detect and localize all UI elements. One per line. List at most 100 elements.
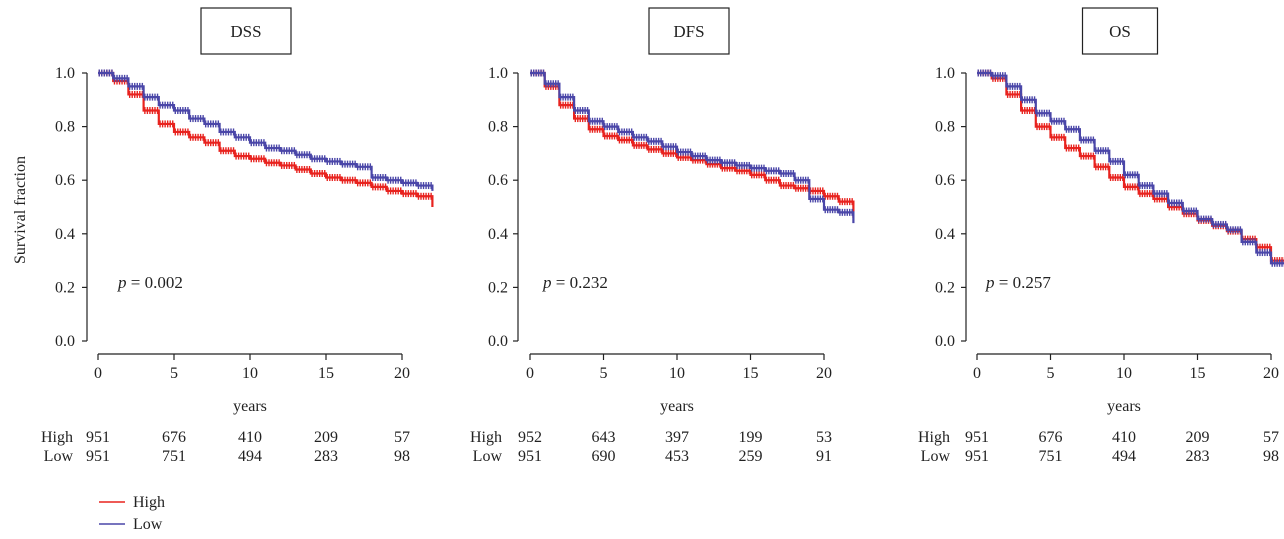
x-tick-label: 20 — [816, 365, 832, 382]
risk-row-label-low: Low — [44, 448, 74, 465]
risk-count: 951 — [86, 429, 110, 446]
km-curve-high — [530, 71, 855, 218]
km-curve-low — [98, 71, 434, 191]
censor-marks-high — [530, 69, 853, 206]
risk-count: 259 — [739, 448, 763, 465]
p-value: p = 0.257 — [985, 273, 1051, 292]
risk-count: 751 — [162, 448, 186, 465]
y-tick-label: 0.8 — [488, 119, 508, 136]
panel-os: 0.0 0.2 0.4 0.6 0.8 1.0 0 5 10 15 20 years OS p = 0.2… — [918, 7, 1284, 465]
y-tick-label: 1.0 — [488, 65, 508, 82]
risk-count: 91 — [816, 448, 832, 465]
y-tick-label: 0.0 — [55, 333, 75, 350]
axes — [961, 72, 1272, 360]
panel-title: OS — [1109, 22, 1131, 41]
p-value-number: = 0.002 — [127, 273, 183, 292]
x-tick-label: 5 — [600, 365, 608, 382]
risk-count: 676 — [162, 429, 186, 446]
x-tick-label: 5 — [170, 365, 178, 382]
risk-count: 199 — [739, 429, 763, 446]
title-box-frame — [200, 7, 292, 55]
panel-title-box: DSS — [200, 7, 292, 55]
censor-marks-high — [98, 69, 432, 200]
y-tick-label: 0.2 — [488, 279, 508, 296]
censor-marks-low — [977, 69, 1284, 267]
y-tick-label: 0.8 — [55, 119, 75, 136]
legend-item-high: High — [99, 494, 165, 511]
risk-row-label-high: High — [470, 429, 502, 446]
axes — [82, 72, 403, 360]
title-box-frame — [1081, 7, 1159, 55]
p-value: p = 0.232 — [542, 273, 608, 292]
x-tick-label: 0 — [94, 365, 102, 382]
p-symbol: p — [542, 273, 552, 292]
risk-row-label-low: Low — [473, 448, 503, 465]
panel-title: DFS — [673, 22, 704, 41]
p-symbol: p — [985, 273, 995, 292]
y-tick-label: 0.8 — [935, 119, 955, 136]
x-tick-label: 20 — [1263, 365, 1279, 382]
x-tick-label: 10 — [1116, 365, 1132, 382]
panel-title: DSS — [230, 22, 261, 41]
risk-row-label-low: Low — [921, 448, 951, 465]
risk-count: 676 — [1039, 429, 1063, 446]
p-symbol: p — [117, 273, 127, 292]
p-value: p = 0.002 — [117, 273, 183, 292]
risk-count: 209 — [314, 429, 338, 446]
x-tick-label: 10 — [242, 365, 258, 382]
y-tick-label: 1.0 — [55, 65, 75, 82]
risk-count: 751 — [1039, 448, 1063, 465]
risk-count: 951 — [86, 448, 110, 465]
risk-count: 53 — [816, 429, 832, 446]
p-value-number: = 0.257 — [995, 273, 1052, 292]
km-curve-low — [977, 71, 1284, 265]
censor-marks-low — [98, 69, 432, 190]
risk-count: 453 — [665, 448, 689, 465]
y-tick-label: 0.4 — [488, 226, 508, 243]
risk-count: 98 — [394, 448, 410, 465]
y-tick-label: 0.0 — [488, 333, 508, 350]
panel-dfs: 0.0 0.2 0.4 0.6 0.8 1.0 0 5 10 15 20 years DFS p = 0.… — [470, 7, 855, 465]
y-tick-label: 0.6 — [488, 172, 508, 189]
x-tick-label: 15 — [318, 365, 334, 382]
y-tick-label: 0.6 — [55, 172, 75, 189]
legend-item-low: Low — [99, 516, 163, 533]
risk-count: 283 — [1186, 448, 1210, 465]
risk-count: 98 — [1263, 448, 1279, 465]
y-tick-label: 0.6 — [935, 172, 955, 189]
x-axis-label: years — [660, 398, 694, 415]
y-tick-label: 0.0 — [935, 333, 955, 350]
risk-count: 410 — [1112, 429, 1136, 446]
panel-title-box: DFS — [648, 7, 730, 55]
risk-row-label-high: High — [41, 429, 73, 446]
risk-count: 209 — [1186, 429, 1210, 446]
y-tick-label: 0.4 — [935, 226, 955, 243]
panels: 0.0 0.2 0.4 0.6 0.8 1.0 0 5 10 15 20 years DSS p = 0.… — [41, 7, 1284, 465]
km-curve-high — [98, 71, 434, 207]
risk-count: 951 — [965, 429, 989, 446]
x-tick-label: 5 — [1047, 365, 1055, 382]
km-curve-low — [530, 71, 855, 224]
km-curve-high — [977, 71, 1284, 262]
y-tick-label: 0.4 — [55, 226, 75, 243]
panel-title-box: OS — [1081, 7, 1159, 55]
risk-count: 57 — [1263, 429, 1279, 446]
y-axis-label: Survival fraction — [12, 156, 29, 264]
legend-label: High — [133, 494, 165, 511]
y-tick-label: 0.2 — [55, 279, 75, 296]
y-tick-label: 0.2 — [935, 279, 955, 296]
x-tick-label: 0 — [973, 365, 981, 382]
legend: High Low — [99, 494, 165, 533]
risk-count: 57 — [394, 429, 410, 446]
x-tick-label: 15 — [1190, 365, 1206, 382]
risk-count: 494 — [238, 448, 262, 465]
y-tick-label: 1.0 — [935, 65, 955, 82]
risk-count: 397 — [665, 429, 689, 446]
censor-marks-low — [530, 69, 853, 216]
title-box-frame — [648, 7, 730, 55]
x-axis-label: years — [1107, 398, 1141, 415]
x-tick-label: 10 — [669, 365, 685, 382]
x-axis-label: years — [233, 398, 267, 415]
risk-count: 283 — [314, 448, 338, 465]
